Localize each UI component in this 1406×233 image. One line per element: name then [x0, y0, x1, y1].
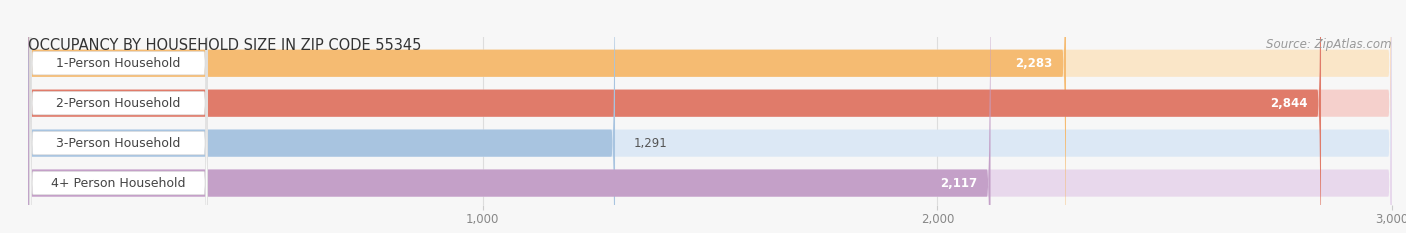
Text: 3-Person Household: 3-Person Household [56, 137, 181, 150]
FancyBboxPatch shape [28, 0, 1392, 233]
Text: 2,117: 2,117 [939, 177, 977, 190]
FancyBboxPatch shape [28, 0, 614, 233]
Text: 2,283: 2,283 [1015, 57, 1052, 70]
FancyBboxPatch shape [28, 0, 990, 233]
Text: 2,844: 2,844 [1270, 97, 1308, 110]
Text: 1-Person Household: 1-Person Household [56, 57, 181, 70]
FancyBboxPatch shape [28, 0, 1392, 233]
FancyBboxPatch shape [28, 0, 1066, 233]
FancyBboxPatch shape [28, 0, 1392, 233]
Text: 2-Person Household: 2-Person Household [56, 97, 181, 110]
FancyBboxPatch shape [30, 0, 207, 233]
Text: Source: ZipAtlas.com: Source: ZipAtlas.com [1267, 38, 1392, 51]
FancyBboxPatch shape [28, 0, 1392, 233]
FancyBboxPatch shape [30, 0, 207, 233]
FancyBboxPatch shape [30, 0, 207, 233]
Text: 4+ Person Household: 4+ Person Household [52, 177, 186, 190]
FancyBboxPatch shape [30, 0, 207, 233]
FancyBboxPatch shape [28, 0, 1322, 233]
Text: OCCUPANCY BY HOUSEHOLD SIZE IN ZIP CODE 55345: OCCUPANCY BY HOUSEHOLD SIZE IN ZIP CODE … [28, 38, 422, 54]
Text: 1,291: 1,291 [633, 137, 666, 150]
